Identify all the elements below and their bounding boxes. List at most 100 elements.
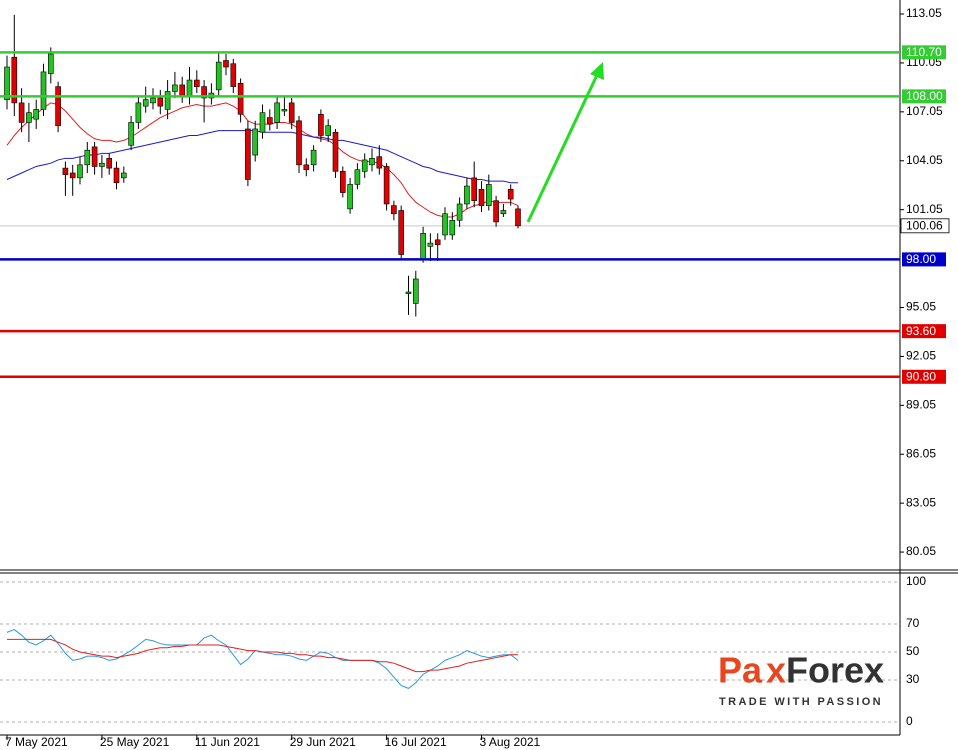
- candle-body: [128, 122, 134, 146]
- x-tick-label: 11 Jun 2021: [195, 735, 260, 749]
- y-tick-label: 50: [906, 644, 920, 658]
- candle-body: [427, 242, 434, 247]
- candle-body: [507, 188, 514, 200]
- candle-body: [391, 205, 397, 215]
- candle-body: [4, 66, 10, 100]
- candle-body: [339, 171, 346, 193]
- candle-body: [310, 149, 317, 166]
- candle-body: [325, 125, 332, 136]
- candle-body: [26, 112, 32, 123]
- candle-body: [106, 158, 112, 169]
- level-label: 93.60: [906, 324, 936, 338]
- y-tick-label: 86.05: [906, 446, 936, 460]
- y-tick-label: 89.05: [906, 397, 936, 411]
- candle-body: [230, 63, 237, 87]
- candle-body: [91, 146, 98, 167]
- candle-body: [347, 184, 353, 210]
- candle-body: [223, 60, 229, 68]
- level-label-box: [902, 252, 946, 267]
- candle-body: [456, 203, 463, 221]
- level-label: 108.00: [906, 89, 943, 103]
- candle-body: [434, 239, 441, 246]
- current-price-box: [900, 218, 950, 234]
- candle-body: [478, 188, 485, 206]
- candle-body: [471, 177, 478, 202]
- y-tick-label: 83.05: [906, 495, 936, 509]
- candle-body: [369, 158, 375, 166]
- logo: Pa x Forex TRADE WITH PASSION: [718, 650, 884, 708]
- logo-text: Pa: [718, 650, 763, 691]
- candle-body: [245, 128, 251, 180]
- candle-body: [449, 219, 456, 236]
- y-tick-label: 0: [906, 714, 913, 728]
- level-label-box: [902, 45, 946, 60]
- candle-body: [11, 56, 18, 104]
- y-tick-label: 70: [906, 616, 920, 630]
- logo-text: x: [766, 650, 786, 691]
- current-price-label: 100.06: [906, 218, 943, 232]
- candle-body: [135, 102, 142, 123]
- candle-body: [47, 53, 54, 74]
- price-panel: 113.05110.05107.05104.05101.0595.0592.05…: [0, 6, 950, 558]
- arrow: [526, 74, 599, 223]
- x-tick-label: 25 May 2021: [100, 735, 170, 749]
- y-tick-label: 95.05: [906, 300, 936, 314]
- x-tick-label: 29 Jun 2021: [290, 735, 356, 749]
- level-label-box: [902, 324, 946, 339]
- candle-body: [383, 166, 390, 205]
- oscillator-panel: 100 70 50 30 0 7 May 2021 25 May 2021 11 Jun 20…: [0, 574, 926, 749]
- candle-body: [157, 97, 164, 107]
- candle-body: [303, 164, 310, 171]
- candle-body: [84, 149, 91, 166]
- candle-body: [164, 91, 171, 110]
- candle-body: [99, 162, 105, 167]
- y-tick-label: 92.05: [906, 349, 936, 363]
- y-tick-label: 80.05: [906, 544, 936, 558]
- candle-body: [194, 79, 200, 87]
- y-tick-label: 100: [906, 574, 926, 588]
- candle-body: [464, 185, 470, 205]
- candle-body: [493, 200, 499, 223]
- candle-body: [186, 79, 193, 97]
- x-tick-label: 16 Jul 2021: [385, 735, 447, 749]
- candle-body: [500, 210, 507, 215]
- candle-body: [259, 112, 266, 133]
- level-label: 90.80: [906, 369, 936, 383]
- candle-body: [318, 113, 324, 136]
- level-label: 110.70: [906, 45, 942, 59]
- candle-body: [18, 102, 25, 123]
- candle-body: [69, 172, 76, 179]
- candle-body: [77, 164, 83, 179]
- candle-body: [412, 278, 419, 304]
- level-label: 98.00: [906, 252, 936, 266]
- candle-body: [398, 210, 405, 255]
- candle-body: [281, 109, 288, 112]
- candle-body: [354, 169, 361, 185]
- y-tick-label: 101.05: [906, 202, 943, 216]
- candle-body: [55, 86, 61, 127]
- candle-body: [113, 167, 120, 184]
- logo-tagline: TRADE WITH PASSION: [719, 696, 883, 708]
- candle-body: [420, 233, 426, 260]
- candle-body: [332, 131, 339, 172]
- candle-body: [201, 86, 207, 99]
- y-tick-label: 30: [906, 672, 920, 686]
- candle-body: [237, 83, 244, 115]
- candle-body: [40, 71, 47, 110]
- y-tick-label: 107.05: [906, 104, 943, 118]
- candle-body: [515, 208, 521, 227]
- candle-body: [376, 156, 383, 169]
- line-series: [7, 638, 518, 673]
- candle-body: [274, 102, 280, 123]
- candle-body: [442, 213, 448, 236]
- candle-body: [172, 84, 178, 92]
- candle-body: [405, 291, 412, 294]
- candle-body: [62, 167, 69, 175]
- candle-body: [33, 109, 40, 120]
- y-tick-label: 113.05: [906, 6, 942, 20]
- logo-text: Forex: [786, 650, 884, 691]
- candle-body: [121, 172, 127, 179]
- candle-body: [142, 99, 149, 107]
